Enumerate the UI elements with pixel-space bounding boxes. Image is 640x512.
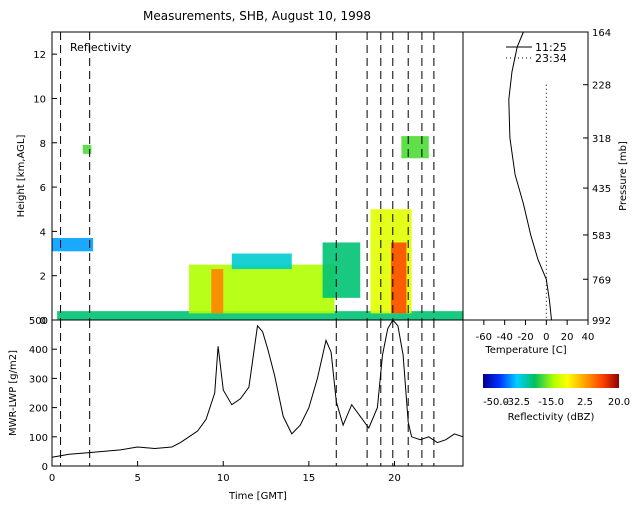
- height-tick-label-2: 4: [40, 227, 46, 238]
- figure-title: Measurements, SHB, August 10, 1998: [143, 9, 371, 23]
- lwp-tick-label-1: 100: [29, 433, 48, 444]
- colorbar-tick-label-4: 20.0: [608, 397, 630, 408]
- legend-label-1125: 11:25: [535, 41, 567, 54]
- reflectivity-data: [52, 136, 463, 320]
- colorbar: -50.0-32.5 -15.0 2.5 20.0 Reflectivity (dBZ…: [483, 374, 630, 423]
- reflectivity-region-1: [57, 311, 463, 320]
- time-tick-label-3: 15: [303, 473, 316, 484]
- lwp-axis-label: MWR-LWP [g/m2]: [8, 350, 19, 436]
- time-tick-label-4: 20: [388, 473, 401, 484]
- temperature-tick-label-5: 40: [582, 332, 595, 343]
- lwp-tick-label-5: 500: [29, 316, 48, 327]
- temperature-tick-label-0: -60: [476, 332, 492, 343]
- lwp-tick-label-4: 400: [29, 345, 48, 356]
- lwp-frame: [51, 319, 464, 467]
- lwp-series-line: [51, 319, 464, 458]
- sounding-frame: [462, 31, 589, 321]
- lwp-panel: 0 100 200 300 400 500 0 5 10 15 20 MWR-LWP [g/m2]…: [8, 316, 464, 502]
- dashed-time-markers: [60, 32, 435, 320]
- pressure-tick-label-2: 318: [592, 134, 611, 145]
- reflectivity-region-5: [322, 242, 361, 298]
- temperature-tick-label-1: -40: [496, 332, 512, 343]
- lwp-axis-ticks: 0 100 200 300 400 500: [29, 316, 57, 473]
- lwp-tick-label-2: 200: [29, 404, 48, 415]
- reflectivity-region-8: [401, 136, 429, 159]
- height-tick-label-1: 2: [40, 272, 46, 283]
- height-tick-label-4: 8: [40, 139, 46, 150]
- reflectivity-panel: Reflectivity 0 2 4 6 8 10 12 Height [km,AGL]: [16, 31, 464, 327]
- reflectivity-region-2: [189, 264, 335, 314]
- legend-label-2334: 23:34: [535, 52, 567, 65]
- time-tick-label-2: 10: [217, 473, 230, 484]
- colorbar-label: Reflectivity (dBZ): [508, 412, 595, 423]
- pressure-tick-label-1: 228: [592, 81, 611, 92]
- colorbar-tick-label-3: 2.5: [577, 397, 593, 408]
- reflectivity-region-4: [231, 253, 292, 270]
- colorbar-tick-label-0: -50.0: [483, 397, 509, 408]
- time-tick-label-1: 5: [134, 473, 140, 484]
- time-axis-label: Time [GMT]: [228, 491, 287, 502]
- height-axis-ticks: 0 2 4 6 8 10 12: [33, 50, 57, 327]
- colorbar-tick-label-1: -32.5: [504, 397, 530, 408]
- colorbar-gradient: [483, 374, 619, 388]
- colorbar-ticks: -50.0-32.5 -15.0 2.5 20.0: [483, 397, 630, 408]
- height-tick-label-0: 0: [40, 316, 46, 327]
- temperature-tick-label-3: 0: [543, 332, 549, 343]
- temperature-tick-label-2: -20: [517, 332, 533, 343]
- pressure-tick-label-6: 992: [592, 316, 611, 327]
- temperature-tick-label-4: 20: [561, 332, 574, 343]
- temperature-axis-label: Temperature [C]: [484, 345, 566, 356]
- sounding-1125-line: [508, 31, 552, 321]
- sounding-panel: 11:25 23:34 164 228 318 435 583 769 992 -60 -40…: [462, 28, 629, 356]
- pressure-tick-label-5: 769: [592, 275, 611, 286]
- reflectivity-region-3: [211, 269, 224, 314]
- lwp-dashed-time-markers: [60, 320, 435, 466]
- reflectivity-region-9: [82, 144, 92, 154]
- pressure-tick-label-0: 164: [592, 28, 611, 39]
- pressure-axis-label: Pressure [mb]: [618, 141, 629, 211]
- lwp-tick-label-0: 0: [42, 462, 48, 473]
- height-tick-label-6: 12: [33, 50, 46, 61]
- time-tick-label-0: 0: [49, 473, 55, 484]
- reflectivity-region-7: [391, 242, 407, 314]
- lwp-tick-label-3: 300: [29, 374, 48, 385]
- reflectivity-region-0: [52, 238, 94, 252]
- time-axis-ticks: 0 5 10 15 20: [49, 461, 401, 484]
- pressure-tick-label-3: 435: [592, 184, 611, 195]
- height-axis-label: Height [km,AGL]: [16, 135, 27, 218]
- height-tick-label-5: 10: [33, 94, 46, 105]
- pressure-tick-label-4: 583: [592, 231, 611, 242]
- reflectivity-label: Reflectivity: [70, 41, 132, 54]
- temperature-axis-ticks: -60 -40 -20 0 20 40: [476, 320, 595, 343]
- colorbar-tick-label-2: -15.0: [538, 397, 564, 408]
- pressure-axis-ticks: 164 228 318 435 583 769 992: [583, 28, 611, 327]
- height-tick-label-3: 6: [40, 183, 46, 194]
